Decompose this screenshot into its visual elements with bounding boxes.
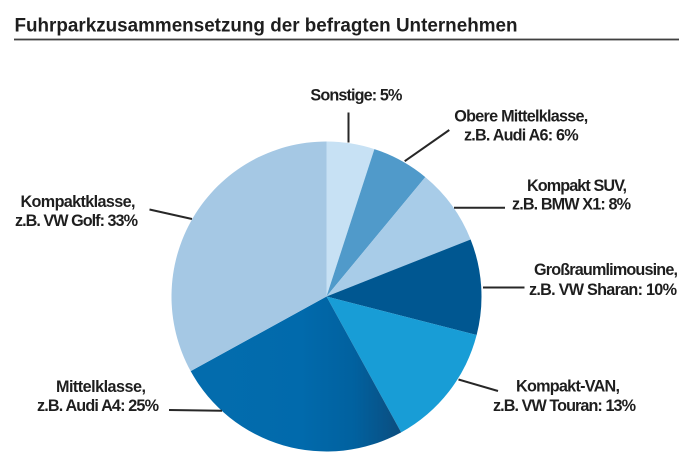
svg-text:z.B. Audi A4: 25%: z.B. Audi A4: 25% [37,397,159,415]
svg-text:z.B. VW Sharan: 10%: z.B. VW Sharan: 10% [529,281,677,299]
svg-text:Fuhrparkzusammensetzung der be: Fuhrparkzusammensetzung der befragten Un… [15,15,518,36]
svg-text:Kompaktklasse,: Kompaktklasse, [21,193,136,211]
svg-text:Sonstige: 5%: Sonstige: 5% [310,86,402,104]
svg-text:Großraumlimousine,: Großraumlimousine, [534,261,678,279]
svg-text:Kompakt SUV,: Kompakt SUV, [527,177,627,195]
svg-text:z.B. VW Golf: 33%: z.B. VW Golf: 33% [15,212,138,230]
svg-text:Obere Mittelklasse,: Obere Mittelklasse, [454,108,588,126]
svg-text:z.B. BMW X1: 8%: z.B. BMW X1: 8% [512,196,631,214]
svg-text:z.B. Audi A6: 6%: z.B. Audi A6: 6% [464,127,579,145]
svg-text:Mittelklasse,: Mittelklasse, [56,378,146,396]
svg-text:Kompakt-VAN,: Kompakt-VAN, [516,378,620,396]
svg-text:z.B. VW Touran: 13%: z.B. VW Touran: 13% [493,397,636,415]
